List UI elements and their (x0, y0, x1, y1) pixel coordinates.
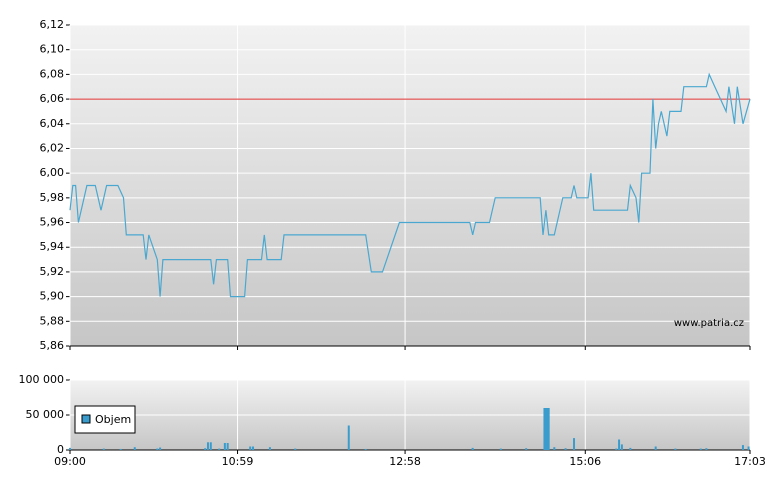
volume-bar (547, 408, 550, 450)
volume-bar (747, 446, 750, 450)
y-tick-label: 6,10 (40, 43, 65, 56)
y-tick-label: 6,12 (40, 18, 65, 31)
volume-bar (546, 408, 549, 450)
volume-bar (615, 448, 618, 450)
y-tick-label: 6,00 (40, 166, 65, 179)
x-tick-label: 17:03 (734, 455, 766, 468)
y-tick-label: 5,86 (40, 339, 65, 352)
volume-bar (347, 425, 350, 450)
x-tick-label: 10:59 (222, 455, 254, 468)
volume-bar (618, 439, 621, 450)
volume-bar (159, 447, 162, 450)
volume-bar (206, 442, 209, 450)
y-tick-label: 5,98 (40, 191, 65, 204)
y-tick-label: 100 000 (19, 373, 65, 386)
volume-bar (543, 408, 546, 450)
volume-bar (223, 443, 226, 450)
watermark: www.patria.cz (674, 318, 744, 329)
y-tick-label: 50 000 (26, 408, 65, 421)
y-tick-label: 6,06 (40, 92, 65, 105)
y-tick-label: 5,96 (40, 216, 65, 229)
volume-bar (252, 446, 255, 450)
volume-bar (620, 444, 623, 450)
legend-label: Objem (95, 413, 131, 426)
x-tick-label: 09:00 (54, 455, 86, 468)
volume-bar (102, 448, 105, 450)
volume-bar (525, 448, 528, 450)
volume-bar (629, 447, 632, 450)
y-tick-label: 6,02 (40, 141, 65, 154)
volume-bar (226, 443, 229, 450)
volume-bar (741, 445, 744, 450)
price-plot-area (70, 25, 750, 346)
y-tick-label: 6,08 (40, 67, 65, 80)
volume-bar (573, 438, 576, 450)
y-tick-label: 5,90 (40, 290, 65, 303)
chart-layer: 5,86 5,88 5,90 5,92 5,94 5,96 5,98 6,00 6,02 6,04… (19, 18, 766, 468)
volume-bar (499, 448, 502, 450)
volume-bar (544, 408, 547, 450)
x-tick-label: 15:06 (569, 455, 601, 468)
volume-bar (204, 448, 207, 450)
volume-bar (705, 448, 708, 450)
y-tick-label: 6,04 (40, 117, 65, 130)
x-tick-label: 12:58 (389, 455, 421, 468)
volume-bar (268, 447, 271, 450)
volume-bar (471, 447, 474, 450)
volume-bar (249, 446, 252, 450)
volume-bar (294, 448, 297, 450)
volume-bar (209, 442, 212, 450)
volume-bar (553, 447, 556, 450)
volume-bar (564, 448, 567, 450)
legend: Objem (74, 405, 136, 434)
y-tick-label: 5,92 (40, 265, 65, 278)
legend-swatch (81, 414, 91, 424)
volume-bar (218, 448, 221, 450)
y-tick-label: 5,88 (40, 314, 65, 327)
volume-bar (156, 448, 159, 450)
volume-bar (699, 448, 702, 450)
volume-bar (69, 447, 71, 450)
price-line (69, 72, 751, 298)
volume-bar (674, 448, 677, 450)
y-tick-label: 0 (57, 443, 64, 456)
volume-bar (654, 446, 657, 450)
volume-bar (119, 448, 122, 450)
volume-bar (364, 448, 367, 450)
volume-bar (133, 447, 136, 450)
y-tick-label: 5,94 (40, 240, 65, 253)
